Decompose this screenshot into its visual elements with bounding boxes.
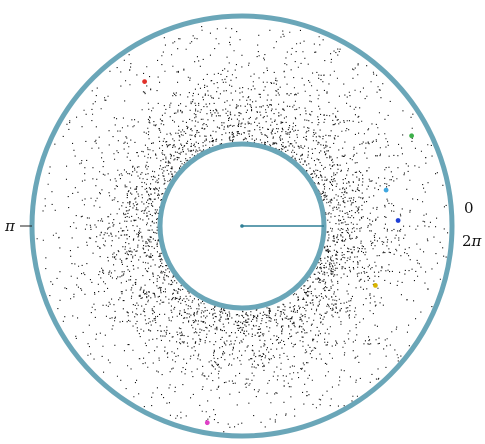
- angle-label-two: 2: [462, 232, 472, 250]
- angle-label-pi: π: [5, 217, 15, 235]
- marker-cyan: [383, 187, 389, 193]
- angle-label-pi-symbol: π: [471, 232, 482, 250]
- marker-red: [142, 79, 148, 84]
- marker-yellow: [373, 283, 378, 288]
- marker-green: [409, 133, 414, 139]
- marker-magenta: [204, 420, 210, 426]
- angle-label-2pi: 2π: [462, 234, 481, 249]
- marker-blue: [395, 218, 401, 223]
- colored-markers: [142, 79, 414, 426]
- angle-label-zero: 0: [464, 199, 474, 217]
- center-point: [240, 224, 244, 228]
